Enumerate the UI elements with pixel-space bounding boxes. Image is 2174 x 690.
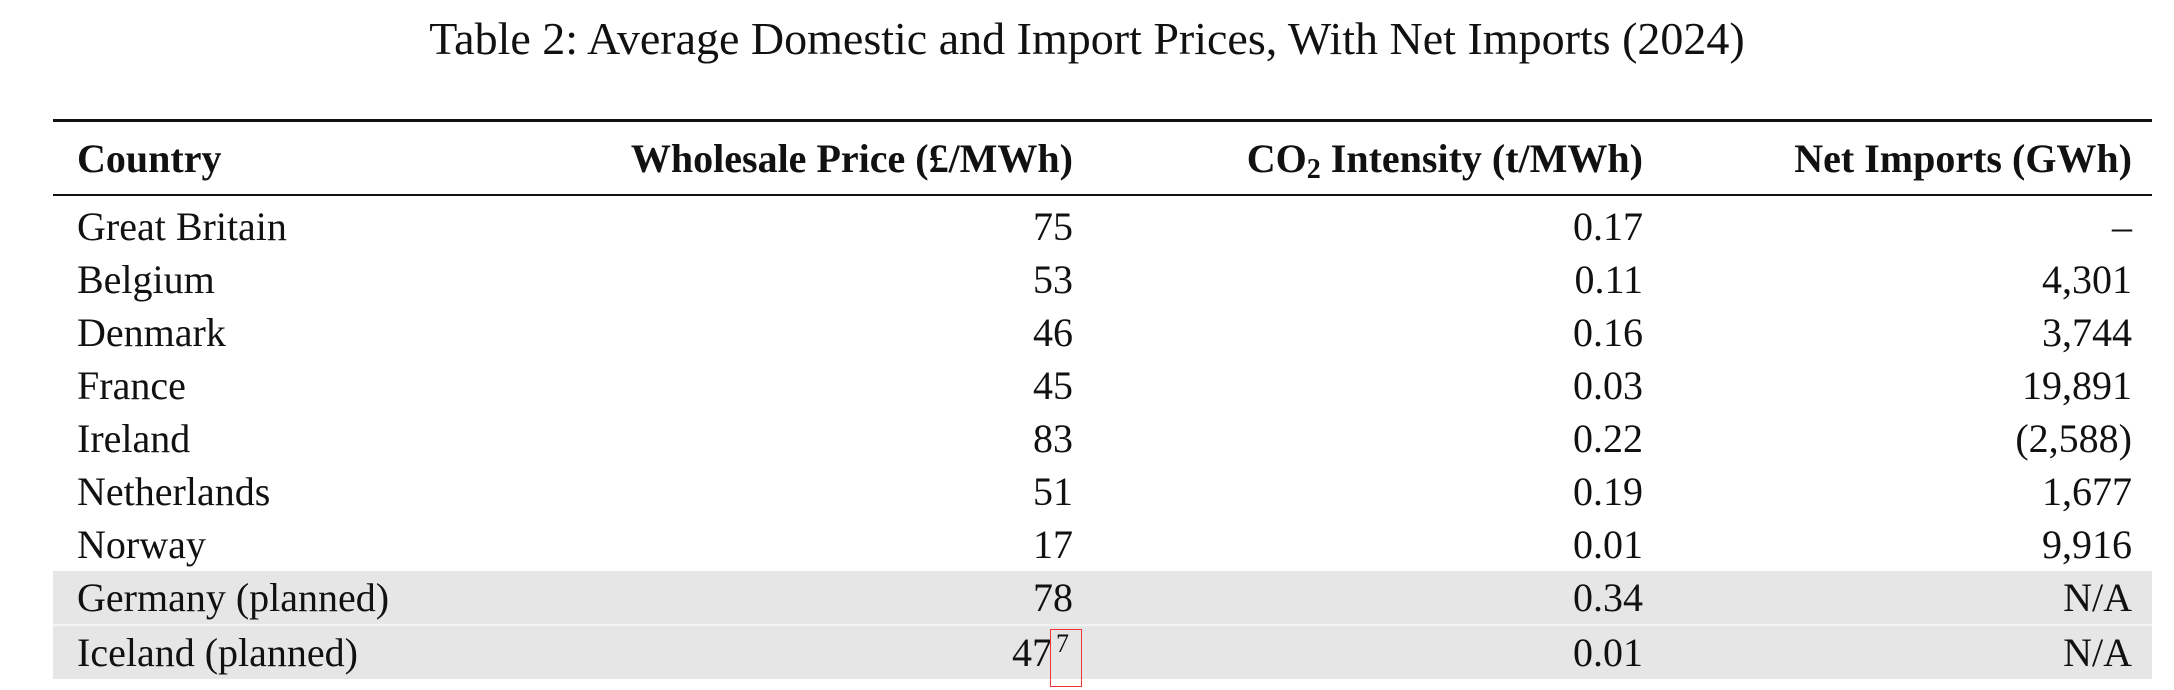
footnote-marker: 7: [1050, 629, 1082, 687]
table-cell: 53: [1033, 257, 1073, 302]
table-cell: 83: [1033, 416, 1073, 461]
table-cell: 45: [1033, 363, 1073, 408]
table-cell: 47 7: [473, 624, 1093, 687]
table-cell: Netherlands: [77, 469, 271, 514]
table-row: France 45 0.03 19,891: [53, 359, 2152, 412]
table-row: Ireland 83 0.22 (2,588): [53, 412, 2152, 465]
table-cell: 0.22: [1573, 416, 1643, 461]
table-row: Belgium 53 0.11 4,301: [53, 253, 2152, 306]
table-cell: 1,677: [2042, 469, 2132, 514]
table-cell: 0.01: [1093, 624, 1663, 679]
table-cell: N/A: [1663, 571, 2152, 625]
table-row: Denmark 46 0.16 3,744: [53, 306, 2152, 359]
table-cell: Iceland (planned): [53, 624, 473, 679]
header-cell: CO2 Intensity (t/MWh): [1093, 121, 1663, 196]
table-cell: Norway: [77, 522, 206, 567]
table-cell: 75: [1033, 204, 1073, 249]
table-cell: 17: [1033, 522, 1073, 567]
table-cell: Denmark: [77, 310, 226, 355]
header-subscript: 2: [1306, 153, 1321, 185]
table-cell: 0.34: [1093, 571, 1663, 625]
table-cell: 0.17: [1573, 204, 1643, 249]
table-cell: 3,744: [2042, 310, 2132, 355]
header-cell: Wholesale Price (£/MWh): [630, 135, 1073, 181]
table-cell: 19,891: [2022, 363, 2132, 408]
table-cell: Great Britain: [77, 204, 287, 249]
table-cell: 0.11: [1574, 257, 1643, 302]
table-cell: France: [77, 363, 186, 408]
table-cell: Ireland: [77, 416, 191, 461]
table-cell: 51: [1033, 469, 1073, 514]
table-row: Great Britain 75 0.17 –: [53, 195, 2152, 253]
table-cell: 78: [473, 571, 1093, 625]
table-title: Table 2: Average Domestic and Import Pri…: [429, 13, 1745, 64]
table-cell: Germany (planned): [53, 571, 473, 625]
cell-text: 47: [1012, 630, 1052, 675]
table-cell: (2,588): [2015, 416, 2132, 461]
table-cell: 46: [1033, 310, 1073, 355]
table-row: Netherlands 51 0.19 1,677: [53, 465, 2152, 518]
header-text: Intensity (t/MWh): [1320, 135, 1643, 181]
table-cell: 9,916: [2042, 522, 2132, 567]
table-row: Iceland (planned) 47 7 0.01 N/A: [53, 624, 2152, 687]
table-row: Germany (planned) 78 0.34 N/A: [53, 571, 2152, 625]
header-row: Country Wholesale Price (£/MWh) CO2 Inte…: [53, 120, 2152, 196]
table: Country Wholesale Price (£/MWh) CO2 Inte…: [53, 119, 2152, 687]
table-cell: Belgium: [77, 257, 215, 302]
table-cell: 0.19: [1573, 469, 1643, 514]
header-text: CO: [1246, 135, 1307, 181]
table-cell: 0.01: [1573, 522, 1643, 567]
table-cell: 0.03: [1573, 363, 1643, 408]
header-cell: Country: [77, 135, 222, 181]
table-cell: –: [2112, 204, 2132, 249]
table-cell: 0.16: [1573, 310, 1643, 355]
table-cell: N/A: [1663, 624, 2152, 679]
table-cell: 4,301: [2042, 257, 2132, 302]
header-cell: Net Imports (GWh): [1794, 135, 2132, 181]
table-header: Country Wholesale Price (£/MWh) CO2 Inte…: [53, 120, 2152, 196]
table-row: Norway 17 0.01 9,916: [53, 518, 2152, 571]
table-body: Great Britain 75 0.17– Belgium 53 0.11 4,301 De…: [53, 195, 2152, 687]
